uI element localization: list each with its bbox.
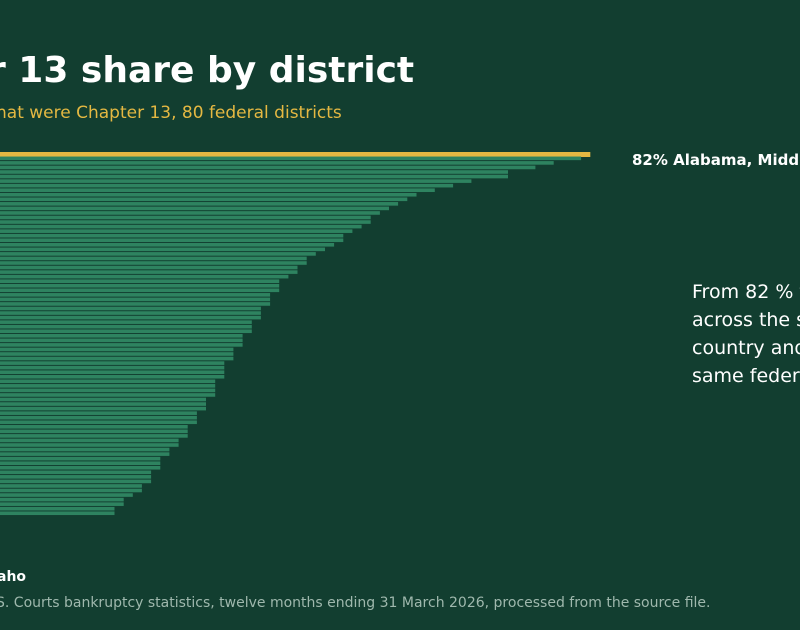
bar <box>0 192 417 197</box>
bar <box>0 420 197 425</box>
bar <box>0 352 234 356</box>
bar <box>0 274 289 279</box>
bar <box>0 197 408 202</box>
bar <box>0 425 188 429</box>
bar <box>0 347 234 352</box>
bar <box>0 220 371 224</box>
bar <box>0 443 179 447</box>
bar <box>0 206 389 211</box>
annotation-line: same federa <box>692 365 800 387</box>
bar-group <box>0 152 591 516</box>
bar <box>0 283 280 288</box>
annotation-text: From 82 % t across the s country and same f… <box>692 281 800 387</box>
bar <box>0 238 344 243</box>
bar-highlight <box>0 152 591 157</box>
bar <box>0 502 124 506</box>
bar <box>0 306 261 311</box>
bar <box>0 211 380 215</box>
bar <box>0 297 271 302</box>
bar <box>0 224 362 229</box>
bar <box>0 374 225 379</box>
bar <box>0 293 271 297</box>
bar <box>0 183 454 188</box>
bar <box>0 456 161 461</box>
bar <box>0 179 472 183</box>
annotation-line: across the s <box>692 309 800 331</box>
bar <box>0 311 261 315</box>
bar <box>0 174 508 179</box>
bar <box>0 229 353 233</box>
bar <box>0 429 188 434</box>
bar <box>0 484 142 488</box>
bar <box>0 479 152 484</box>
bar <box>0 397 206 402</box>
bar <box>0 156 582 161</box>
top-bar-label: 82% Alabama, Middl <box>632 151 800 169</box>
bar <box>0 434 188 438</box>
bar <box>0 411 197 415</box>
bar <box>0 506 115 511</box>
bar <box>0 384 216 388</box>
bar <box>0 338 243 343</box>
bar <box>0 161 554 165</box>
bar <box>0 488 142 493</box>
bar <box>0 470 152 475</box>
bar <box>0 288 280 293</box>
bottom-bar-label: aho <box>0 569 26 585</box>
bar <box>0 256 307 261</box>
bar <box>0 365 225 370</box>
bar <box>0 493 133 497</box>
bar <box>0 334 243 338</box>
bar <box>0 215 371 220</box>
bar <box>0 388 216 393</box>
bar <box>0 247 325 252</box>
bar <box>0 361 225 365</box>
bar <box>0 475 152 479</box>
annotation-line: country and <box>692 337 800 359</box>
bar <box>0 324 252 329</box>
bar <box>0 315 261 320</box>
bar <box>0 261 307 265</box>
bar <box>0 243 335 247</box>
bar <box>0 402 206 406</box>
bar <box>0 343 243 347</box>
bar <box>0 170 508 174</box>
bar <box>0 497 124 502</box>
bar <box>0 379 216 384</box>
source-note: S. Courts bankruptcy statistics, twelve … <box>0 595 710 611</box>
bar <box>0 438 179 443</box>
bar <box>0 329 252 334</box>
bar <box>0 461 161 465</box>
bar <box>0 465 161 470</box>
bar <box>0 165 536 170</box>
chart-subtitle: hat were Chapter 13, 80 federal district… <box>0 103 342 123</box>
bar <box>0 252 316 256</box>
bar <box>0 415 197 420</box>
bar <box>0 393 216 397</box>
bar <box>0 356 234 361</box>
bar <box>0 320 252 324</box>
annotation-line: From 82 % t <box>692 281 800 303</box>
bar <box>0 202 399 206</box>
bar <box>0 511 115 516</box>
bar <box>0 302 271 306</box>
bar <box>0 270 298 274</box>
bar <box>0 233 344 238</box>
bar <box>0 370 225 374</box>
bar <box>0 447 170 452</box>
bar <box>0 406 206 411</box>
bar <box>0 452 170 456</box>
bar <box>0 188 435 192</box>
chart-title: r 13 share by district <box>0 50 414 91</box>
bar <box>0 279 280 283</box>
bar <box>0 265 298 270</box>
